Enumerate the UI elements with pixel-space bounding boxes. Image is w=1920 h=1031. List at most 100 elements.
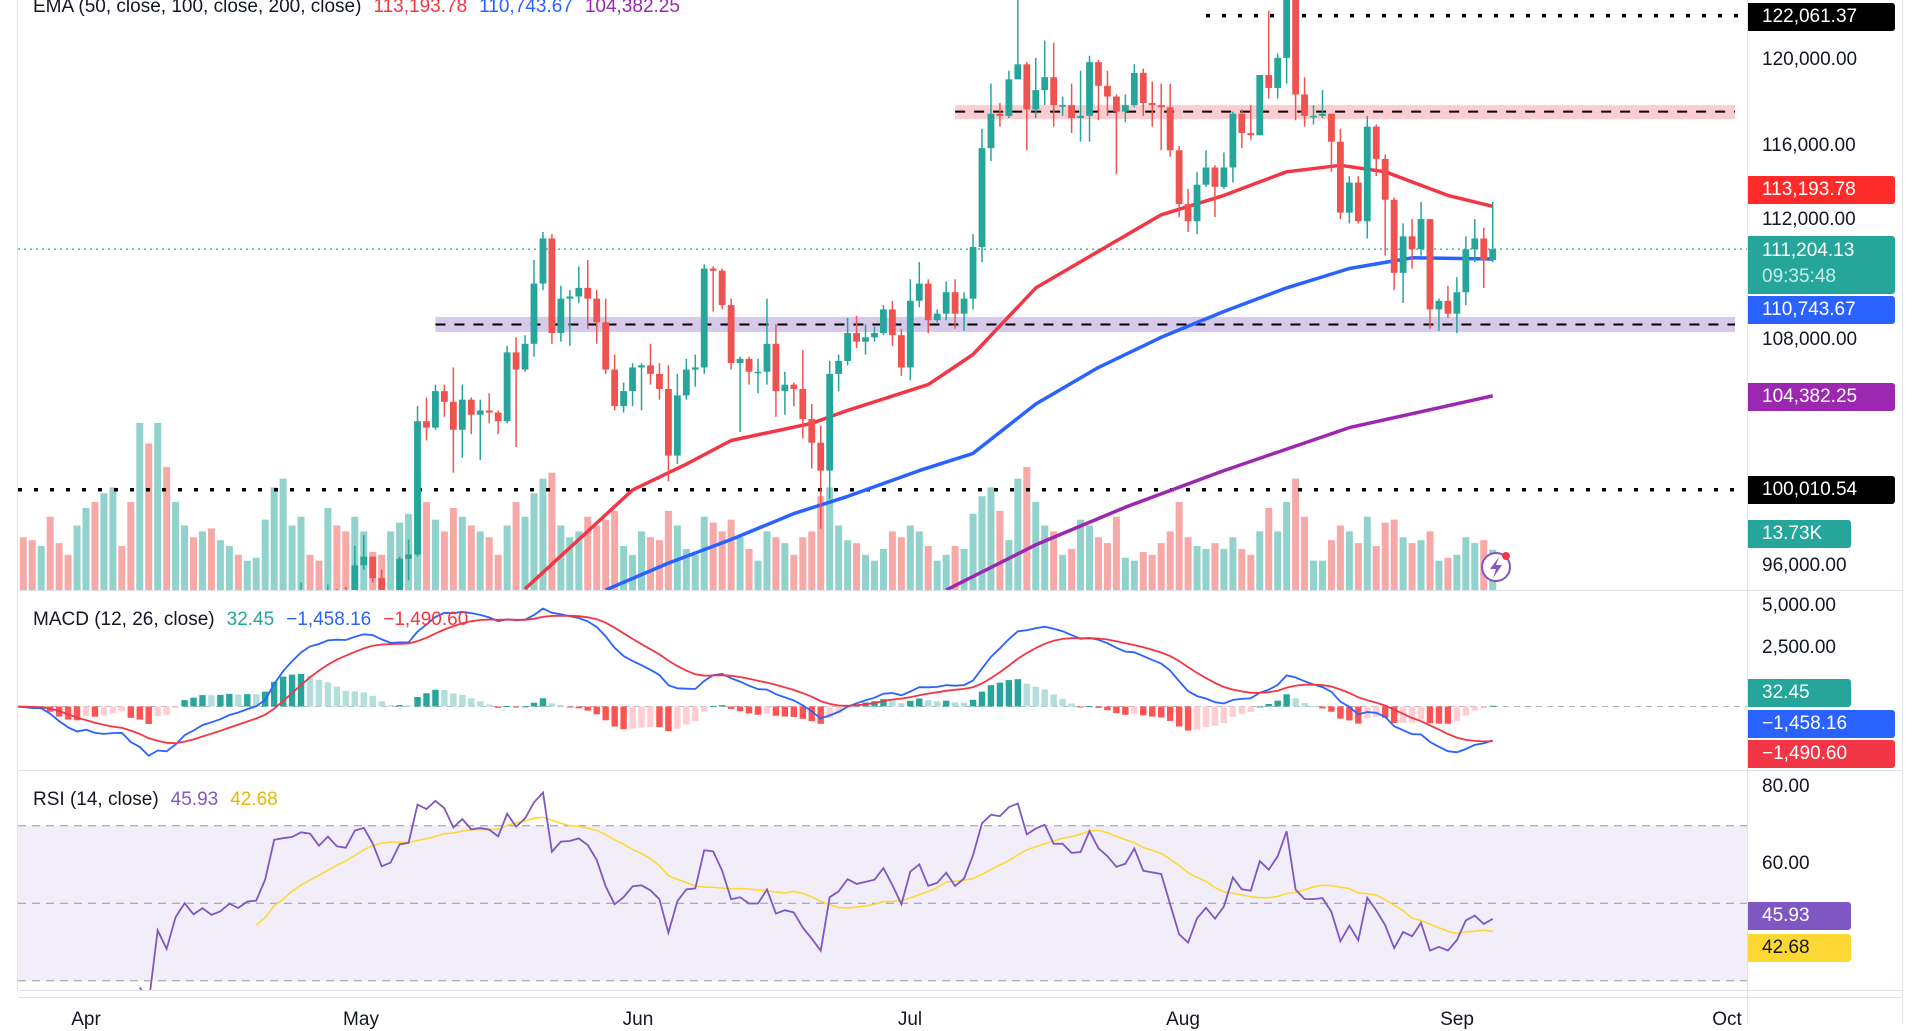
candle[interactable] — [1077, 70, 1084, 142]
candle[interactable] — [20, 737, 27, 784]
candle[interactable] — [1274, 53, 1282, 99]
candle[interactable] — [915, 262, 923, 308]
candle[interactable] — [584, 259, 592, 329]
candle[interactable] — [799, 350, 807, 439]
candle[interactable] — [29, 744, 36, 785]
candle[interactable] — [458, 384, 466, 458]
candle[interactable] — [871, 326, 878, 342]
macd-axis[interactable]: 5,000.00 2,500.00 32.45 −1,458.16 −1,490… — [1748, 591, 1902, 770]
candle[interactable] — [1166, 83, 1174, 157]
candle[interactable] — [727, 298, 735, 370]
candle[interactable] — [1041, 40, 1049, 106]
candle[interactable] — [665, 365, 672, 482]
candle[interactable] — [620, 382, 627, 413]
candle[interactable] — [656, 363, 663, 400]
candle[interactable] — [539, 232, 547, 291]
candle[interactable] — [1130, 64, 1138, 108]
candle[interactable] — [969, 234, 977, 310]
candle[interactable] — [754, 358, 762, 394]
candle[interactable] — [1283, 0, 1291, 84]
candle[interactable] — [1229, 111, 1237, 183]
candle[interactable] — [494, 410, 502, 435]
ema-legend[interactable]: EMA (50, close, 100, close, 200, close) … — [33, 0, 680, 18]
rsi-line[interactable] — [139, 790, 1494, 1001]
candle[interactable] — [1301, 77, 1308, 127]
candle[interactable] — [826, 361, 834, 499]
candle[interactable] — [441, 384, 448, 417]
candle[interactable] — [996, 103, 1004, 127]
candle[interactable] — [638, 363, 645, 411]
candle[interactable] — [682, 358, 690, 400]
candle[interactable] — [700, 264, 708, 374]
candle[interactable] — [423, 397, 430, 441]
candle[interactable] — [1453, 277, 1461, 334]
candle[interactable] — [1193, 171, 1201, 235]
pane-separator[interactable] — [18, 770, 1902, 771]
candle[interactable] — [1417, 201, 1425, 256]
candle[interactable] — [530, 259, 538, 357]
candle[interactable] — [566, 290, 574, 346]
macd-legend[interactable]: MACD (12, 26, close) 32.45 −1,458.16 −1,… — [33, 609, 468, 631]
candle[interactable] — [942, 281, 950, 321]
candle[interactable] — [1184, 189, 1192, 232]
candle[interactable] — [853, 315, 860, 349]
candle[interactable] — [476, 399, 484, 460]
candle[interactable] — [1363, 115, 1371, 239]
candle[interactable] — [880, 305, 887, 336]
candle[interactable] — [1086, 55, 1093, 142]
candle[interactable] — [360, 535, 368, 570]
macd-pane[interactable] — [11, 607, 1747, 757]
candle[interactable] — [1023, 62, 1031, 151]
candle[interactable] — [575, 266, 583, 303]
macd-signal-line[interactable] — [14, 614, 1493, 745]
rsi-axis[interactable]: 80.00 60.00 45.93 42.68 — [1748, 771, 1902, 990]
candle[interactable] — [369, 556, 377, 583]
candle[interactable] — [987, 83, 995, 162]
candle[interactable] — [548, 234, 556, 344]
candle[interactable] — [817, 425, 825, 529]
candle[interactable] — [1319, 90, 1326, 119]
candle[interactable] — [557, 285, 565, 342]
candle[interactable] — [1399, 223, 1407, 303]
candle[interactable] — [1435, 298, 1443, 331]
price-pane[interactable] — [11, 0, 1747, 1000]
pane-separator[interactable] — [18, 590, 1902, 591]
candle[interactable] — [449, 367, 457, 473]
candle[interactable] — [1068, 83, 1075, 134]
candle[interactable] — [1408, 219, 1416, 269]
candle[interactable] — [1480, 227, 1488, 288]
candle[interactable] — [1265, 10, 1273, 99]
candle[interactable] — [835, 354, 843, 392]
candle[interactable] — [503, 345, 511, 424]
candle[interactable] — [709, 266, 717, 312]
rsi-legend[interactable]: RSI (14, close) 45.93 42.68 — [33, 789, 278, 811]
candle[interactable] — [1139, 68, 1147, 116]
candle[interactable] — [1113, 94, 1120, 174]
candle[interactable] — [1014, 0, 1022, 80]
candle[interactable] — [1032, 57, 1040, 119]
candle[interactable] — [1381, 154, 1389, 256]
candle[interactable] — [745, 356, 753, 385]
candle[interactable] — [467, 397, 475, 435]
candle[interactable] — [485, 393, 493, 424]
candle[interactable] — [736, 356, 744, 432]
candle[interactable] — [790, 382, 798, 407]
candle[interactable] — [1157, 83, 1165, 151]
candle[interactable] — [1121, 94, 1129, 123]
candle[interactable] — [593, 290, 601, 344]
candle[interactable] — [378, 569, 386, 617]
candle[interactable] — [781, 371, 789, 415]
candle[interactable] — [1050, 42, 1058, 127]
rsi-pane[interactable] — [18, 790, 1747, 1001]
candle[interactable] — [396, 556, 403, 632]
candle[interactable] — [1256, 75, 1264, 136]
candle[interactable] — [960, 292, 968, 331]
candle[interactable] — [1175, 146, 1183, 217]
ema-200-line[interactable] — [945, 394, 1494, 590]
candle[interactable] — [1148, 81, 1156, 127]
candle[interactable] — [1462, 236, 1470, 306]
candle[interactable] — [1202, 150, 1210, 187]
candle[interactable] — [906, 279, 914, 381]
candle[interactable] — [611, 354, 619, 411]
candle[interactable] — [647, 343, 654, 385]
